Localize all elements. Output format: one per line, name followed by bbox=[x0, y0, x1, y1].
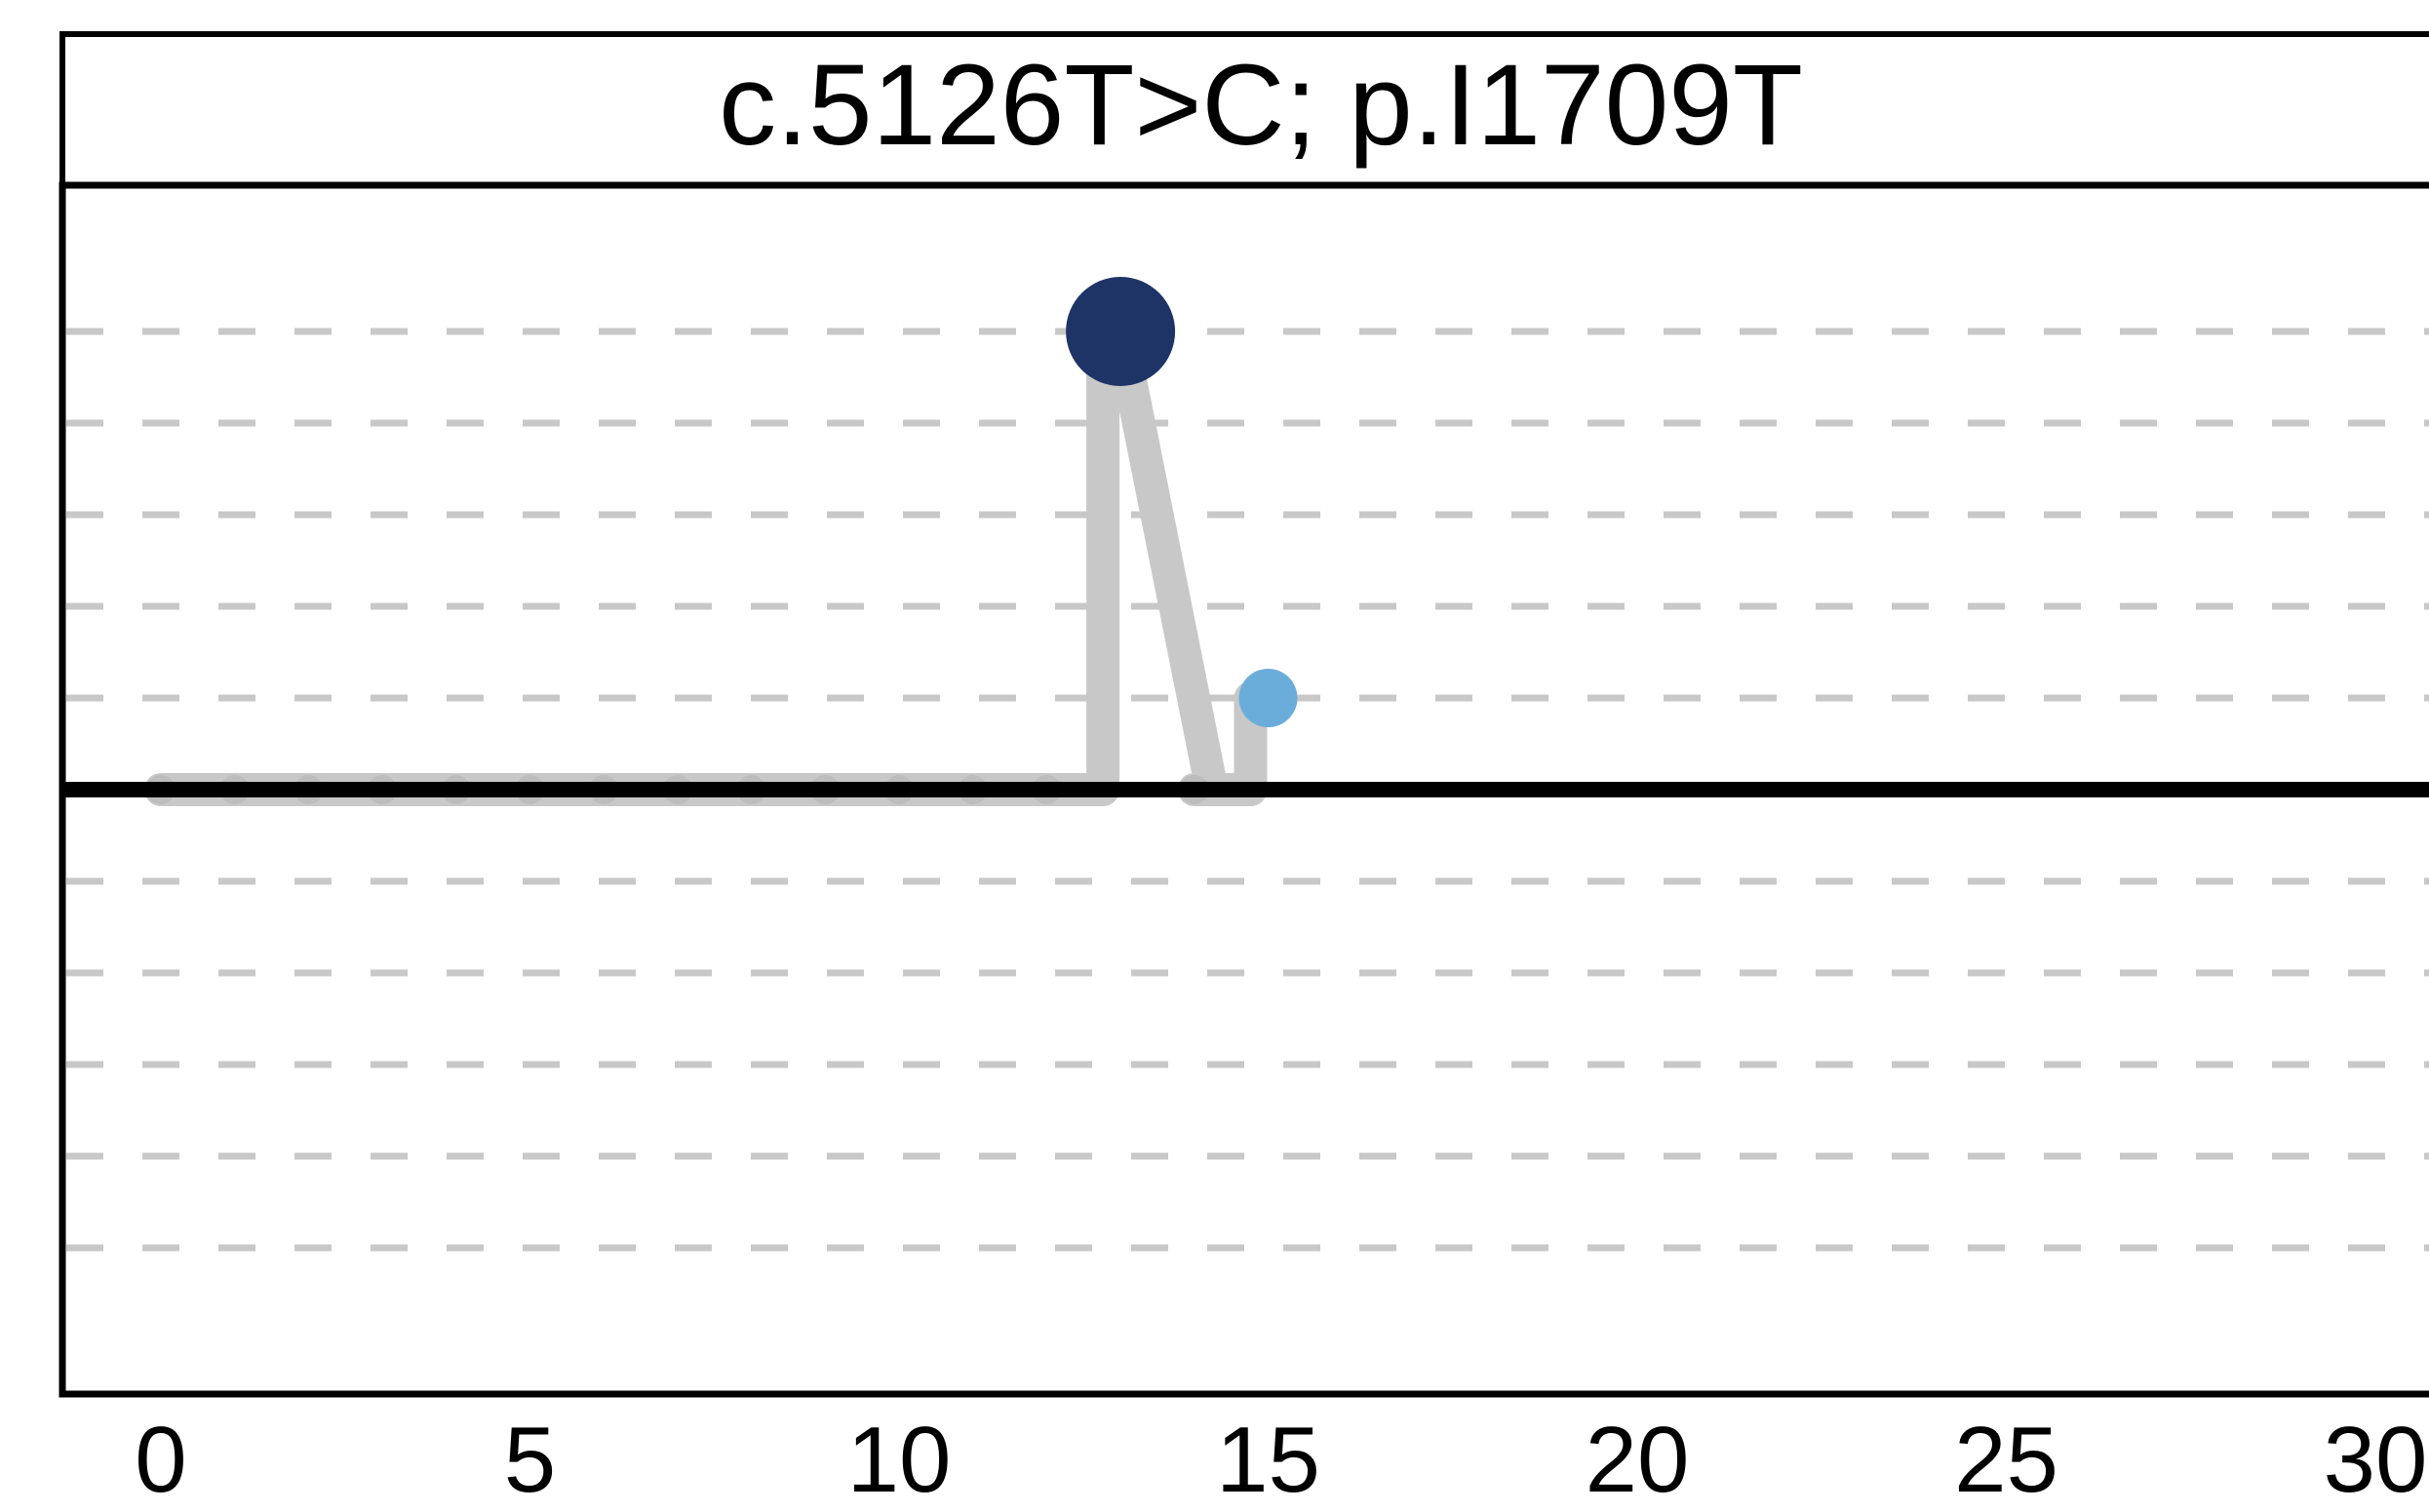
marker-layer bbox=[1066, 277, 1298, 727]
x-axis-ticks: 0 5 10 15 20 25 30 bbox=[135, 1408, 2427, 1512]
x-tick-label: 10 bbox=[847, 1408, 952, 1512]
x-tick-label: 25 bbox=[1954, 1408, 2058, 1512]
x-tick-label: 0 bbox=[135, 1408, 186, 1512]
x-tick-label: 30 bbox=[2324, 1408, 2428, 1512]
highlighted-point bbox=[1238, 669, 1298, 727]
chart-title: c.5126T>C; p.I1709T bbox=[719, 41, 1803, 170]
highlighted-point bbox=[1066, 277, 1176, 386]
trace-layer bbox=[144, 315, 1285, 806]
x-tick-label: 5 bbox=[504, 1408, 556, 1512]
series-line bbox=[144, 315, 1285, 806]
x-tick-label: 15 bbox=[1216, 1408, 1320, 1512]
grid-lines bbox=[66, 328, 2429, 1252]
x-tick-label: 20 bbox=[1586, 1408, 1690, 1512]
